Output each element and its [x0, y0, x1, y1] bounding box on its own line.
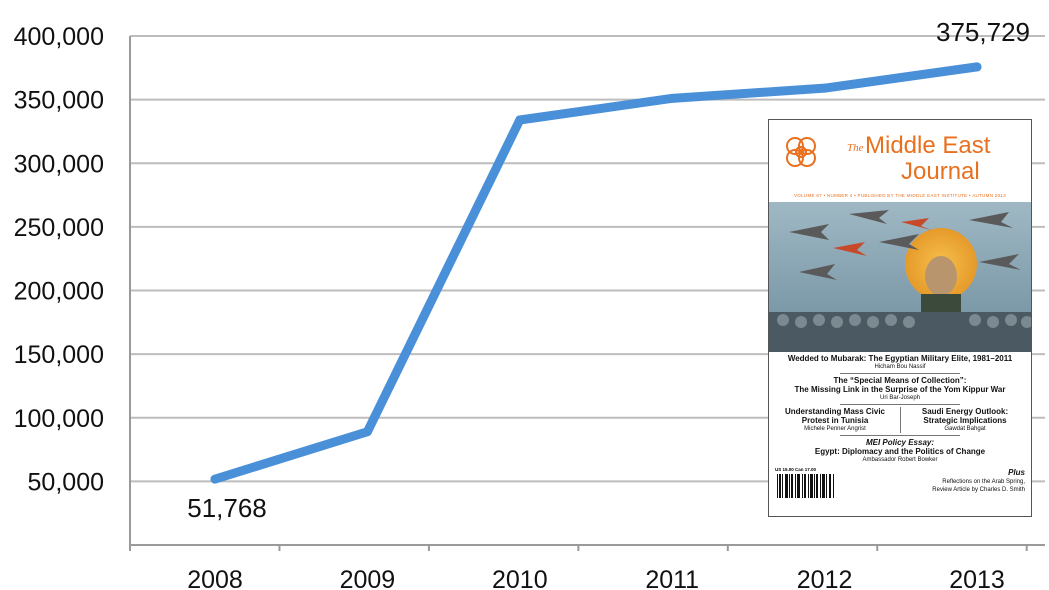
policy-essay-title: Egypt: Diplomacy and the Politics of Cha… — [814, 447, 986, 456]
article4-author: Gawdat Bahgat — [944, 426, 986, 432]
cover-contents: Wedded to Mubarak: The Egyptian Military… — [769, 352, 1031, 464]
article2-title-line1: The “Special Means of Collection”: — [833, 376, 967, 385]
y-tick-label: 300,000 — [14, 150, 104, 178]
data-point — [820, 83, 830, 93]
article1-author: Hicham Bou Nassif — [874, 364, 926, 370]
y-tick-labels: 50,000 100,000 150,000 200,000 250,000 300,00… — [14, 23, 104, 496]
data-labels: 51,768 375,729 — [187, 17, 1030, 523]
cover-footer: US 15.00 Can 17.00 Plus Reflections on t… — [769, 464, 1031, 502]
data-point — [972, 62, 982, 72]
y-tick-label: 400,000 — [14, 23, 104, 51]
article4-title: Saudi Energy Outlook: Strategic Implicat… — [921, 407, 1009, 425]
y-tick-label: 350,000 — [14, 87, 104, 115]
series-line — [210, 62, 982, 484]
cover-title-line1: Middle East — [865, 132, 991, 159]
data-label: 375,729 — [936, 17, 1030, 47]
y-tick-label: 100,000 — [14, 405, 104, 433]
cover-title-the: The — [847, 142, 864, 154]
gridlines — [130, 35, 1045, 483]
divider — [840, 435, 960, 436]
article3-author: Michele Penner Angrist — [804, 426, 866, 432]
x-tick-label: 2009 — [340, 566, 396, 590]
x-tick-label: 2008 — [187, 566, 243, 590]
x-tick-label: 2012 — [797, 566, 853, 590]
plus-line1: Reflections on the Arab Spring, — [942, 479, 1025, 485]
plus-label: Plus — [1008, 468, 1025, 477]
data-point — [362, 427, 372, 437]
y-tick-label: 250,000 — [14, 214, 104, 242]
column-divider — [899, 407, 901, 433]
two-column-articles: Understanding Mass Civic Protest in Tuni… — [775, 407, 1025, 433]
divider — [840, 404, 960, 405]
x-tick-label: 2013 — [949, 566, 1005, 590]
x-tick-label: 2010 — [492, 566, 548, 590]
data-point — [667, 93, 677, 103]
policy-essay-label: MEI Policy Essay: — [865, 438, 935, 447]
cover-header: The Middle East Journal — [769, 120, 1031, 190]
article2-author: Uri Bar-Joseph — [879, 395, 920, 401]
article1-title: Wedded to Mubarak: The Egyptian Military… — [787, 354, 1013, 363]
y-tick-label: 50,000 — [28, 468, 104, 496]
barcode-icon — [775, 472, 837, 502]
policy-essay-author: Ambassador Robert Bowker — [862, 457, 938, 463]
divider — [840, 373, 960, 374]
cover-issue-info: VOLUME 67 • NUMBER 4 • PUBLISHED BY THE … — [793, 193, 1007, 198]
data-point — [210, 474, 220, 484]
x-tick-labels: 2008 2009 2010 2011 2012 2013 — [187, 566, 1005, 590]
axes — [129, 36, 1045, 551]
cover-artwork — [769, 202, 1031, 352]
cover-price: US 15.00 Can 17.00 — [775, 467, 817, 472]
knot-logo-icon — [786, 137, 816, 167]
series-line-group — [210, 62, 982, 484]
article2-title-line2: The Missing Link in the Surprise of the … — [794, 385, 1006, 394]
plus-line2: Review Article by Charles D. Smith — [932, 487, 1025, 493]
article3-title: Understanding Mass Civic Protest in Tuni… — [784, 407, 886, 425]
y-tick-label: 150,000 — [14, 341, 104, 369]
x-tick-label: 2011 — [645, 566, 699, 590]
data-label: 51,768 — [187, 493, 267, 523]
data-point — [515, 115, 525, 125]
y-tick-label: 200,000 — [14, 278, 104, 306]
cover-title-line2: Journal — [901, 158, 980, 185]
cover-plus-section: Plus Reflections on the Arab Spring, Rev… — [932, 467, 1025, 494]
journal-cover-image: The Middle East Journal VOLUME 67 • NUMB… — [768, 119, 1032, 517]
